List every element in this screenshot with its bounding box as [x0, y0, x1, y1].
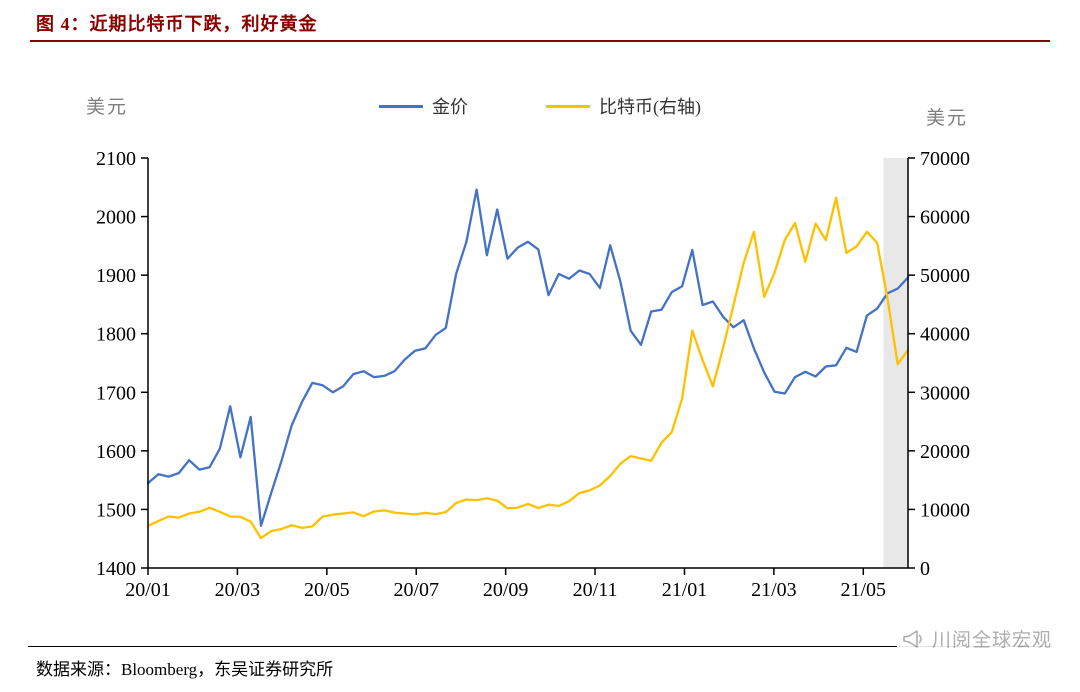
chart-legend: 金价 比特币(右轴)	[0, 93, 1080, 119]
series-line-0	[146, 188, 910, 527]
figure-title: 图 4：近期比特币下跌，利好黄金	[36, 14, 318, 34]
left-axis-tick-label: 1900	[96, 265, 136, 287]
right-axis-tick-label: 20000	[920, 441, 970, 463]
x-axis-tick-label: 20/07	[393, 579, 439, 601]
x-axis-tick-label: 21/05	[841, 579, 887, 601]
x-axis-tick-label: 20/11	[573, 579, 618, 601]
left-axis-tick-label: 2100	[96, 148, 136, 170]
right-axis-tick-label: 70000	[920, 148, 970, 170]
right-axis-unit-label: 美元	[926, 108, 969, 129]
watermark-text: 川阅全球宏观	[931, 630, 1052, 651]
x-axis-tick-label: 21/03	[751, 579, 797, 601]
left-axis-tick-label: 1800	[96, 324, 136, 346]
x-axis-tick-label: 20/05	[304, 579, 350, 601]
right-axis-tick-label: 0	[920, 558, 930, 580]
right-axis-tick-label: 40000	[920, 324, 970, 346]
gold-line-swatch	[379, 104, 423, 108]
data-source-note: 数据来源：Bloomberg，东吴证券研究所	[36, 660, 334, 679]
left-axis-tick-label: 1700	[96, 382, 136, 404]
left-axis-tick-label: 1400	[96, 558, 136, 580]
left-axis-unit-label: 美元	[86, 97, 129, 118]
legend-item-gold: 金价	[379, 93, 468, 119]
series-line-1	[146, 196, 910, 540]
legend-label-bitcoin: 比特币(右轴)	[599, 97, 701, 117]
right-axis-tick-label: 50000	[920, 265, 970, 287]
highlight-band	[883, 158, 908, 568]
legend-item-bitcoin: 比特币(右轴)	[546, 93, 701, 119]
left-axis-tick-label: 2000	[96, 207, 136, 229]
x-axis-tick-label: 20/09	[483, 579, 529, 601]
right-axis-tick-label: 60000	[920, 207, 970, 229]
megaphone-icon	[903, 629, 922, 648]
x-axis-tick-label: 20/03	[215, 579, 261, 601]
bitcoin-line-swatch	[546, 104, 590, 108]
title-underline	[30, 40, 1050, 42]
x-axis-tick-label: 21/01	[662, 579, 708, 601]
footer-divider	[28, 646, 1052, 647]
watermark: 川阅全球宏观	[896, 625, 1056, 652]
right-axis-tick-label: 30000	[920, 382, 970, 404]
left-axis-tick-label: 1600	[96, 441, 136, 463]
left-axis-tick-label: 1500	[96, 499, 136, 521]
right-axis-tick-label: 10000	[920, 499, 970, 521]
x-axis-tick-label: 20/01	[125, 579, 171, 601]
legend-label-gold: 金价	[432, 97, 468, 117]
